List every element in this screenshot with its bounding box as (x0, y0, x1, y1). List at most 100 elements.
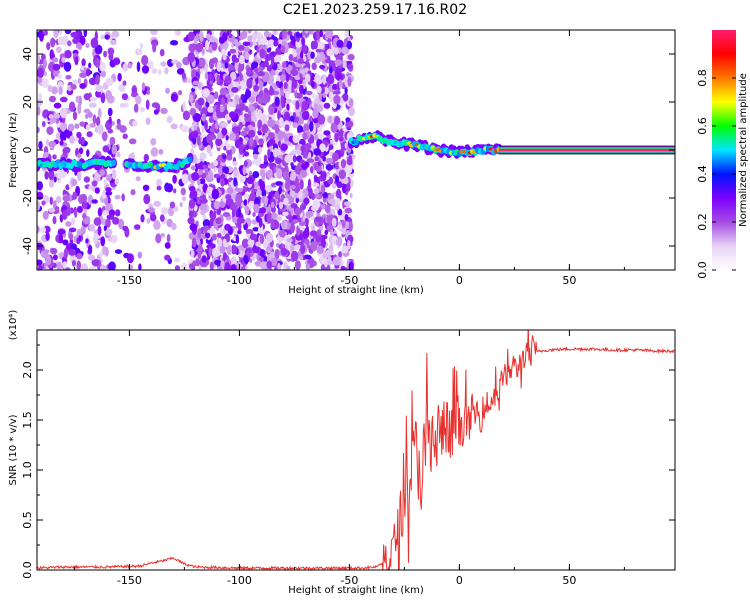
noise-blob (111, 144, 118, 155)
noise-blob (56, 46, 62, 53)
noise-blob (208, 73, 213, 78)
noise-blob (212, 248, 220, 258)
noise-blob (191, 237, 197, 248)
noise-blob (205, 100, 210, 108)
noise-blob (197, 178, 201, 186)
noise-blob (151, 68, 158, 74)
noise-blob (272, 30, 278, 36)
noise-blob (299, 84, 304, 94)
noise-blob (85, 43, 90, 48)
noise-blob (48, 169, 55, 181)
noise-blob (114, 249, 123, 255)
noise-blob (291, 80, 298, 89)
noise-blob (237, 229, 242, 235)
noise-blob (76, 170, 82, 182)
noise-blob (135, 176, 141, 182)
noise-blob (208, 170, 214, 179)
noise-blob (93, 217, 102, 226)
noise-blob (247, 35, 253, 42)
noise-blob (69, 238, 74, 245)
noise-blob (146, 218, 151, 224)
noise-blob (316, 85, 322, 94)
noise-blob (302, 132, 308, 140)
noise-blob (41, 78, 49, 89)
noise-blob (300, 145, 305, 152)
noise-blob (283, 81, 288, 89)
noise-blob (105, 228, 113, 236)
noise-blob (68, 227, 77, 233)
noise-blob (344, 165, 353, 175)
noise-blob (303, 124, 310, 132)
noise-blob (189, 108, 197, 116)
noise-blob (176, 61, 182, 69)
noise-blob (283, 261, 288, 270)
noise-blob (147, 207, 156, 213)
noise-blob (331, 64, 337, 72)
noise-blob (313, 260, 317, 267)
noise-blob (54, 206, 60, 212)
noise-blob (264, 53, 272, 62)
noise-blob (284, 154, 293, 164)
noise-blob (348, 221, 353, 232)
noise-blob (80, 193, 88, 204)
noise-blob (100, 34, 106, 40)
noise-blob (305, 90, 313, 96)
noise-blob (235, 103, 240, 110)
noise-blob (232, 161, 238, 166)
noise-blob (297, 162, 303, 169)
noise-blob (201, 194, 207, 204)
noise-blob (192, 121, 198, 127)
noise-blob (338, 251, 342, 258)
noise-blob (285, 98, 292, 104)
noise-blob (74, 123, 80, 129)
noise-blob (278, 39, 283, 44)
colorbar-tick-label: 0.4 (696, 165, 709, 183)
noise-blob (211, 41, 218, 51)
noise-blob (264, 93, 271, 103)
noise-blob (301, 43, 307, 53)
noise-blob (287, 30, 293, 36)
noise-blob (251, 61, 259, 69)
noise-blob (141, 82, 146, 91)
noise-blob (213, 160, 219, 167)
noise-blob (243, 113, 249, 118)
noise-blob (304, 73, 311, 84)
noise-blob (234, 108, 243, 114)
noise-blob (292, 135, 300, 143)
noise-blob (78, 235, 82, 242)
noise-blob (320, 184, 326, 194)
noise-blob (273, 166, 277, 174)
noise-blob (153, 220, 161, 231)
noise-blob (105, 77, 114, 87)
noise-blob (136, 61, 141, 73)
noise-blob (206, 144, 212, 154)
noise-blob (122, 133, 128, 140)
noise-blob (323, 130, 331, 136)
noise-blob (100, 70, 107, 78)
noise-blob (195, 258, 200, 267)
noise-blob (43, 249, 50, 254)
noise-blob (289, 190, 296, 196)
noise-blob (112, 58, 121, 65)
noise-blob (191, 172, 200, 181)
x-tick-label: -50 (340, 274, 358, 287)
noise-blob (53, 176, 57, 183)
noise-blob (111, 169, 117, 180)
noise-blob (139, 42, 144, 49)
noise-blob (333, 46, 339, 55)
noise-blob (315, 30, 320, 40)
noise-blob (105, 218, 111, 228)
noise-blob (61, 56, 66, 63)
noise-blob (188, 210, 194, 218)
noise-blob (86, 68, 91, 77)
noise-blob (57, 72, 62, 80)
noise-blob (220, 178, 225, 187)
noise-blob (268, 132, 275, 139)
noise-blob (218, 36, 226, 44)
noise-blob (346, 40, 353, 50)
noise-blob (83, 93, 92, 101)
noise-blob (249, 192, 256, 202)
noise-blob (295, 31, 300, 38)
snr-background (37, 330, 675, 570)
noise-blob (242, 185, 248, 193)
